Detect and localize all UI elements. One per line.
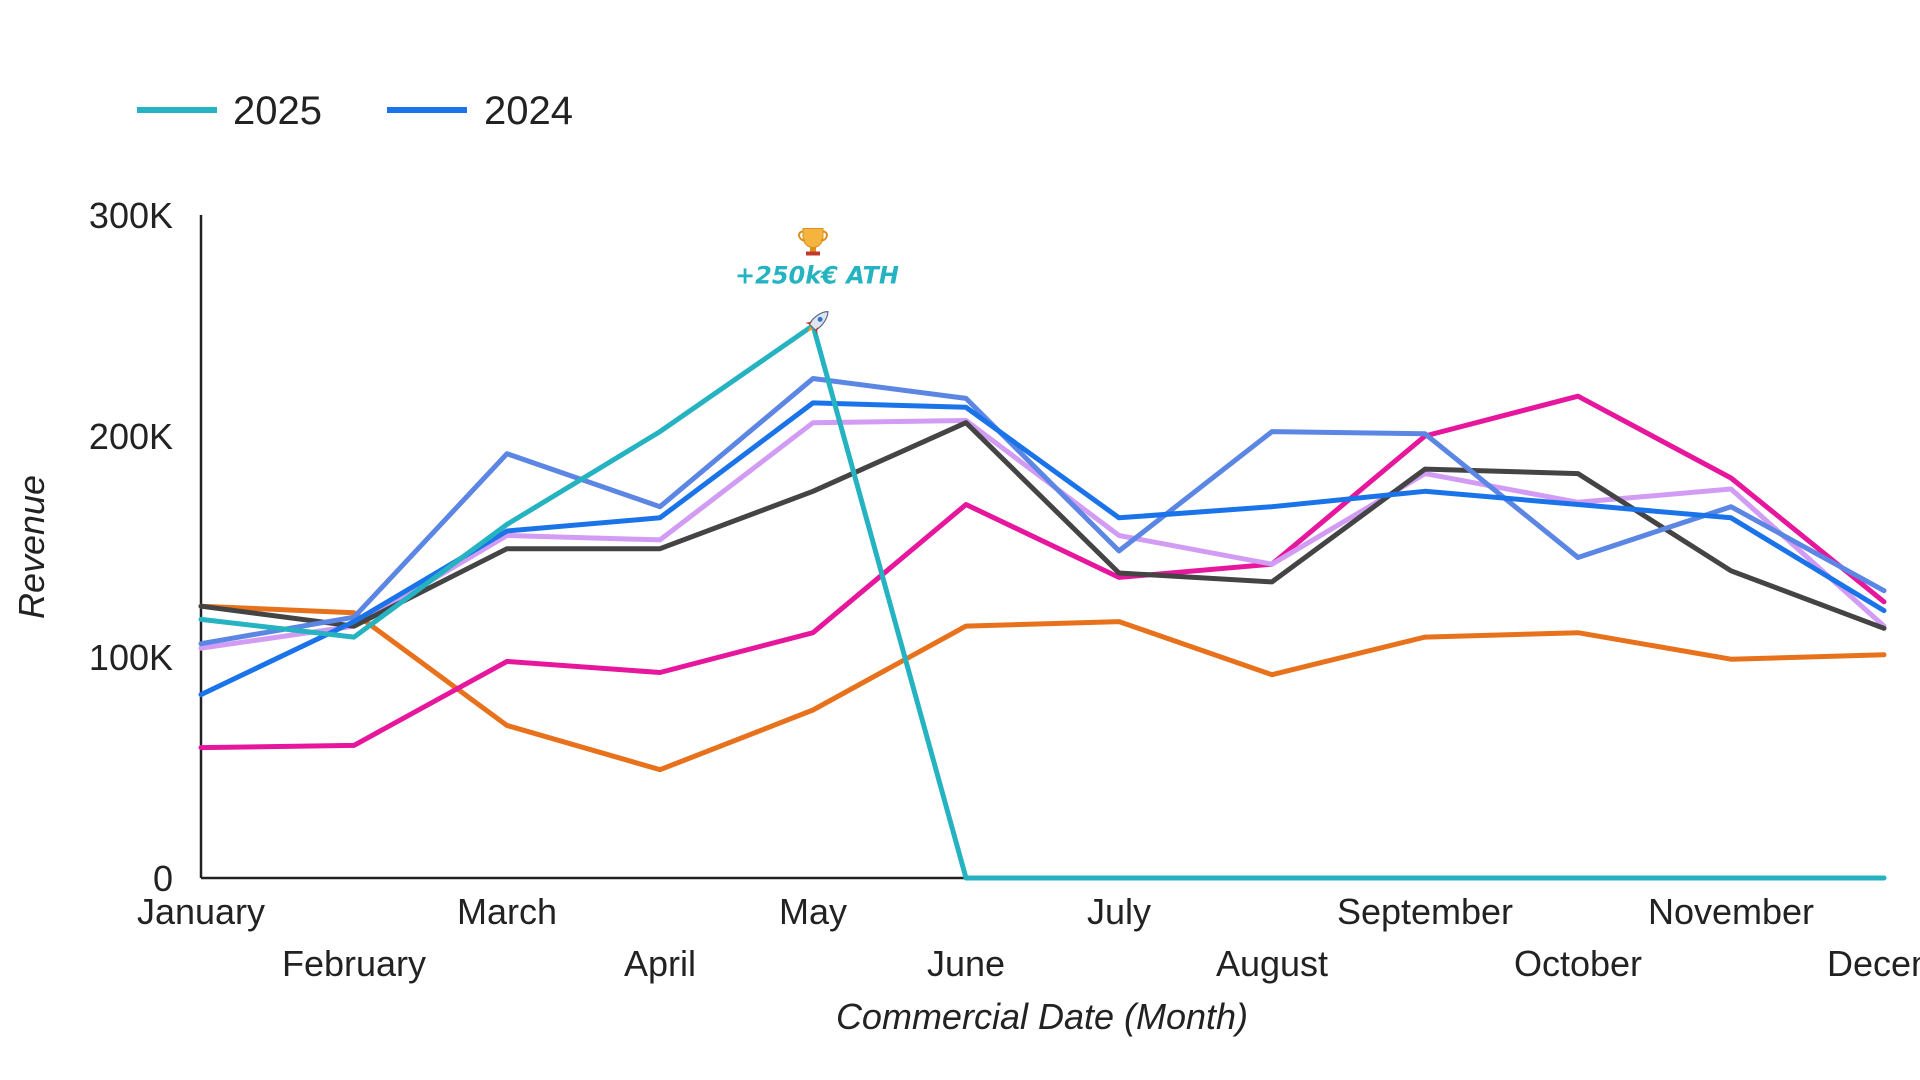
annotation-ath-label: +250k€ ATH — [735, 262, 899, 290]
x-tick-label-january: January — [137, 891, 265, 932]
x-tick-label-october: October — [1514, 943, 1642, 984]
y-tick-label-100k: 100K — [89, 637, 173, 678]
y-tick-label-200k: 200K — [89, 416, 173, 457]
x-axis-title: Commercial Date (Month) — [836, 996, 1248, 1037]
x-tick-label-may: May — [779, 891, 847, 932]
axes: 0 100K 200K 300K January February March April Ma… — [11, 195, 1920, 1037]
series-line-2 — [198, 393, 1887, 751]
legend-label-2025: 2025 — [233, 89, 322, 133]
x-tick-label-july: July — [1087, 891, 1151, 932]
series-line-5 — [198, 376, 1887, 647]
x-tick-label-june: June — [927, 943, 1005, 984]
series-line-2024 — [198, 400, 1887, 698]
y-tick-label-300k: 300K — [89, 195, 173, 236]
y-tick-label-0: 0 — [153, 858, 173, 899]
x-tick-label-march: March — [457, 891, 557, 932]
x-tick-label-november: November — [1648, 891, 1814, 932]
x-tick-label-august: August — [1216, 943, 1328, 984]
series-line-1 — [198, 603, 1887, 773]
y-axis-title: Revenue — [11, 475, 52, 619]
series-line-3 — [198, 418, 1887, 651]
x-tick-label-decem: Decem — [1827, 943, 1920, 984]
legend: 2025 2024 — [137, 89, 573, 133]
annotations: +250k€ ATH — [735, 228, 899, 335]
series-line-4 — [198, 420, 1887, 631]
x-tick-label-february: February — [282, 943, 426, 984]
series-lines — [198, 323, 1887, 881]
trophy-icon — [798, 228, 828, 256]
x-tick-label-april: April — [624, 943, 696, 984]
x-tick-label-september: September — [1337, 891, 1513, 932]
series-line-2025 — [198, 323, 1887, 881]
legend-label-2024: 2024 — [484, 89, 573, 133]
